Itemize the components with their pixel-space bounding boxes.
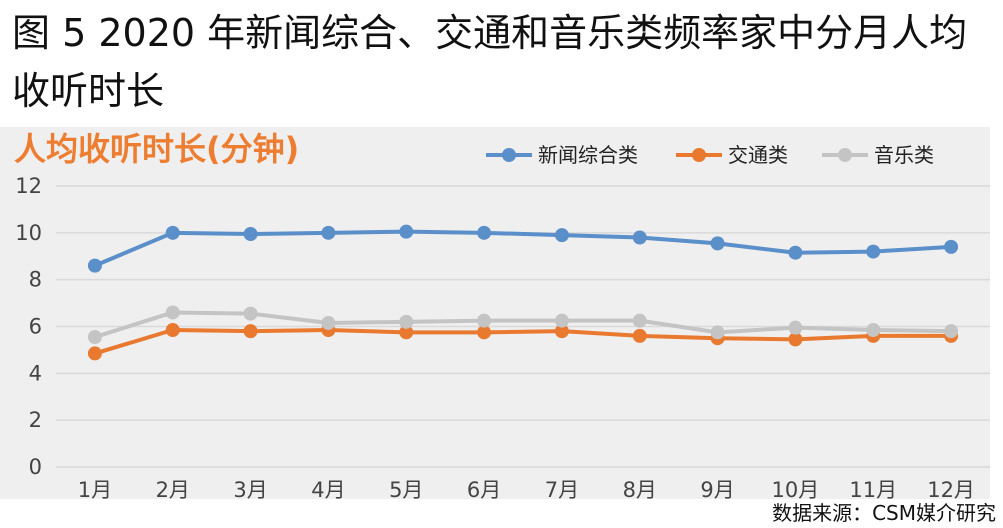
x-tick-label: 2月: [156, 478, 190, 502]
data-point: [788, 320, 803, 335]
y-tick-label: 6: [29, 315, 42, 339]
data-point: [788, 332, 803, 347]
figure-title: 图 5 2020 年新闻综合、交通和音乐类频率家中分月人均收听时长: [12, 11, 968, 113]
data-point: [399, 325, 414, 340]
data-point: [399, 224, 414, 239]
series-line: [94, 229, 952, 268]
data-point: [321, 315, 336, 330]
series-line: [94, 328, 952, 356]
data-point: [243, 324, 258, 339]
legend-label: 音乐类: [874, 143, 934, 167]
data-point: [632, 328, 647, 343]
legend-item: 音乐类: [822, 143, 934, 167]
series: [87, 224, 959, 273]
data-point: [87, 346, 102, 361]
data-point: [944, 239, 959, 254]
data-point: [554, 324, 569, 339]
watermark-logo-icon: [13, 500, 38, 520]
y-tick-label: 8: [29, 268, 42, 292]
data-point: [710, 236, 725, 251]
data-point: [710, 325, 725, 340]
legend-item: 交通类: [676, 143, 788, 167]
series-group: [87, 224, 959, 361]
x-tick-label: 11月: [849, 478, 897, 502]
legend: 新闻综合类 交通类 音乐类: [486, 143, 934, 167]
gridlines: [56, 185, 990, 468]
data-point: [477, 325, 492, 340]
data-point: [165, 225, 180, 240]
legend-marker: [692, 148, 706, 162]
data-point: [554, 313, 569, 328]
legend-item: 新闻综合类: [486, 143, 638, 167]
x-axis-ticks: 1月 2月 3月 4月 5月 6月 7月 8月 9月 10月 11月 12月: [78, 478, 975, 502]
data-point: [477, 313, 492, 328]
data-point: [243, 227, 258, 242]
data-point: [788, 245, 803, 260]
y-tick-label: 10: [15, 221, 42, 245]
legend-label: 交通类: [728, 143, 788, 167]
data-point: [87, 330, 102, 345]
data-point: [554, 228, 569, 243]
x-tick-label: 3月: [233, 478, 267, 502]
x-tick-label: 10月: [772, 478, 820, 502]
data-point: [866, 323, 881, 338]
legend-marker: [502, 148, 516, 162]
y-tick-label: 12: [15, 174, 42, 198]
data-point: [87, 258, 102, 273]
legend-marker: [838, 148, 852, 162]
x-tick-label: 5月: [389, 478, 423, 502]
y-axis-ticks: 0 2 4 6 8 10 12: [15, 174, 42, 479]
data-point: [944, 324, 959, 339]
data-point: [632, 230, 647, 245]
y-tick-label: 4: [29, 361, 42, 385]
data-point: [165, 305, 180, 320]
data-point: [399, 314, 414, 329]
x-tick-label: 7月: [545, 478, 579, 502]
chart-title: 人均收听时长(分钟): [14, 130, 299, 168]
x-tick-label: 9月: [700, 478, 734, 502]
data-point: [477, 225, 492, 240]
x-tick-label: 4月: [311, 478, 345, 502]
source-note: 数据来源：CSM媒介研究: [772, 501, 996, 525]
data-point: [321, 225, 336, 240]
data-point: [243, 306, 258, 321]
y-tick-label: 0: [29, 455, 42, 479]
x-tick-label: 6月: [467, 478, 501, 502]
x-tick-label: 12月: [927, 478, 975, 502]
watermark-text: 大数跨境: [42, 499, 122, 523]
y-tick-label: 2: [29, 408, 42, 432]
x-tick-label: 8月: [623, 478, 657, 502]
data-point: [632, 313, 647, 328]
legend-label: 新闻综合类: [538, 143, 638, 167]
data-point: [165, 323, 180, 338]
series: [87, 305, 959, 345]
data-point: [866, 244, 881, 259]
x-tick-label: 1月: [78, 478, 112, 502]
series-line: [94, 310, 952, 339]
